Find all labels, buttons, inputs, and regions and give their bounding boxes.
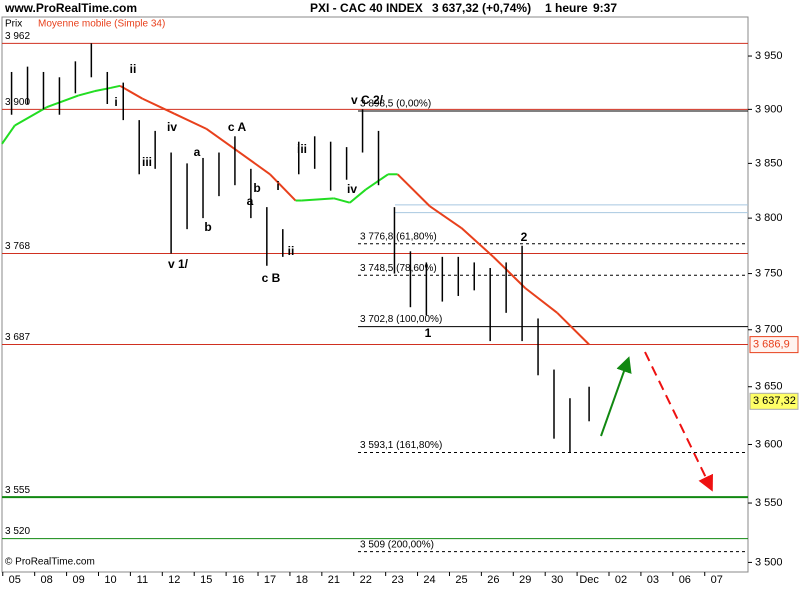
wave-label: ii bbox=[130, 62, 137, 76]
level-label: 3 520 bbox=[5, 526, 30, 537]
moving-average bbox=[301, 197, 334, 202]
level-label: 3 962 bbox=[5, 31, 30, 42]
moving-average bbox=[46, 94, 79, 109]
x-tick-label: 24 bbox=[423, 574, 435, 586]
y-tick-label: 3 900 bbox=[755, 103, 783, 115]
x-tick-label: 11 bbox=[137, 574, 148, 586]
moving-average bbox=[173, 112, 207, 130]
legend-entry: Moyenne mobile (Simple 34) bbox=[38, 19, 165, 30]
fib-label: 3 898,5 (0,00%) bbox=[360, 99, 431, 110]
y-tick-label: 3 850 bbox=[755, 157, 783, 169]
fib-label: 3 776,8 (61,80%) bbox=[360, 231, 437, 242]
ma-last-box bbox=[749, 336, 799, 354]
x-tick-label: 29 bbox=[519, 574, 531, 586]
wave-label: iii bbox=[297, 142, 307, 156]
moving-average bbox=[428, 205, 463, 229]
x-tick-label: 26 bbox=[487, 574, 499, 586]
x-tick-label: 09 bbox=[72, 574, 84, 586]
moving-average bbox=[110, 84, 121, 89]
copyright: © ProRealTime.com bbox=[5, 557, 95, 568]
level-label: 3 687 bbox=[5, 332, 30, 343]
wave-label: b bbox=[253, 181, 260, 195]
moving-average bbox=[349, 188, 367, 204]
wave-label: iii bbox=[142, 155, 152, 169]
x-tick-label: 10 bbox=[104, 574, 116, 586]
wave-label: c B bbox=[262, 271, 281, 285]
moving-average bbox=[556, 312, 590, 346]
price-label: Prix bbox=[5, 19, 22, 30]
x-tick-label: 08 bbox=[41, 574, 53, 586]
x-tick-label: 25 bbox=[455, 574, 467, 586]
x-tick-label: 23 bbox=[392, 574, 404, 586]
x-tick-label: 22 bbox=[360, 574, 372, 586]
wave-label: v C 2/ bbox=[351, 93, 384, 107]
time: 9:37 bbox=[593, 1, 617, 15]
timeframe: 1 heure bbox=[545, 1, 588, 15]
x-tick-label: 18 bbox=[296, 574, 308, 586]
x-tick-label: 05 bbox=[9, 574, 21, 586]
level-label: 3 555 bbox=[5, 485, 30, 496]
x-tick-label: 16 bbox=[232, 574, 244, 586]
wave-label: a bbox=[247, 194, 254, 208]
moving-average bbox=[333, 197, 351, 204]
wave-label: b bbox=[204, 220, 211, 234]
x-tick-label: 30 bbox=[551, 574, 563, 586]
moving-average bbox=[365, 173, 389, 191]
wave-label: 2 bbox=[521, 230, 528, 244]
wave-label: v 1/ bbox=[168, 257, 189, 271]
x-tick-label: 21 bbox=[328, 574, 340, 586]
x-tick-label: 12 bbox=[168, 574, 180, 586]
fib-label: 3 509 (200,00%) bbox=[360, 539, 434, 550]
moving-average bbox=[396, 173, 431, 207]
chart-title: PXI - CAC 40 INDEX bbox=[310, 1, 423, 15]
ma-last-label: 3 686,9 bbox=[753, 339, 790, 351]
y-tick-label: 3 700 bbox=[755, 324, 783, 336]
wave-label: 1 bbox=[425, 326, 432, 340]
y-tick-label: 3 500 bbox=[755, 556, 783, 568]
y-tick-label: 3 950 bbox=[755, 50, 783, 62]
x-tick-label: 15 bbox=[200, 574, 212, 586]
y-tick-label: 3 650 bbox=[755, 381, 783, 393]
site: www.ProRealTime.com bbox=[4, 1, 137, 15]
x-tick-label: 06 bbox=[679, 574, 691, 586]
x-tick-label: 17 bbox=[264, 574, 276, 586]
level-label: 3 900 bbox=[5, 97, 30, 108]
moving-average bbox=[205, 127, 239, 153]
fib-label: 3 748,5 (78,60%) bbox=[360, 263, 437, 274]
wave-label: iv bbox=[347, 182, 357, 196]
wave-label: a bbox=[194, 145, 201, 159]
moving-average bbox=[78, 90, 95, 97]
wave-label: i bbox=[276, 179, 279, 193]
last-price-box bbox=[749, 392, 799, 410]
y-tick-label: 3 750 bbox=[755, 267, 783, 279]
moving-average bbox=[460, 227, 495, 258]
moving-average bbox=[141, 97, 175, 115]
wave-label: c A bbox=[228, 120, 247, 134]
wave-label: iv bbox=[167, 120, 177, 134]
x-tick-label: Dec bbox=[579, 574, 599, 586]
down-arrow bbox=[644, 351, 713, 492]
fib-label: 3 593,1 (161,80%) bbox=[360, 440, 442, 451]
y-tick-label: 3 600 bbox=[755, 438, 783, 450]
y-tick-label: 3 800 bbox=[755, 212, 783, 224]
x-tick-label: 02 bbox=[615, 574, 627, 586]
quote: 3 637,32 (+0,74%) bbox=[432, 1, 531, 15]
x-tick-label: 03 bbox=[647, 574, 659, 586]
moving-average bbox=[14, 106, 48, 127]
level-label: 3 768 bbox=[5, 241, 30, 252]
moving-average bbox=[269, 173, 297, 202]
wave-label: ii bbox=[288, 244, 295, 258]
moving-average bbox=[492, 256, 526, 289]
wave-label: i bbox=[114, 95, 117, 109]
moving-average bbox=[1, 124, 16, 145]
x-tick-label: 07 bbox=[711, 574, 723, 586]
up-arrow bbox=[600, 356, 632, 437]
y-tick-label: 3 550 bbox=[755, 497, 783, 509]
moving-average bbox=[237, 150, 271, 176]
fib-label: 3 702,8 (100,00%) bbox=[360, 314, 442, 325]
moving-average bbox=[524, 287, 558, 314]
last-price-label: 3 637,32 bbox=[753, 395, 796, 407]
